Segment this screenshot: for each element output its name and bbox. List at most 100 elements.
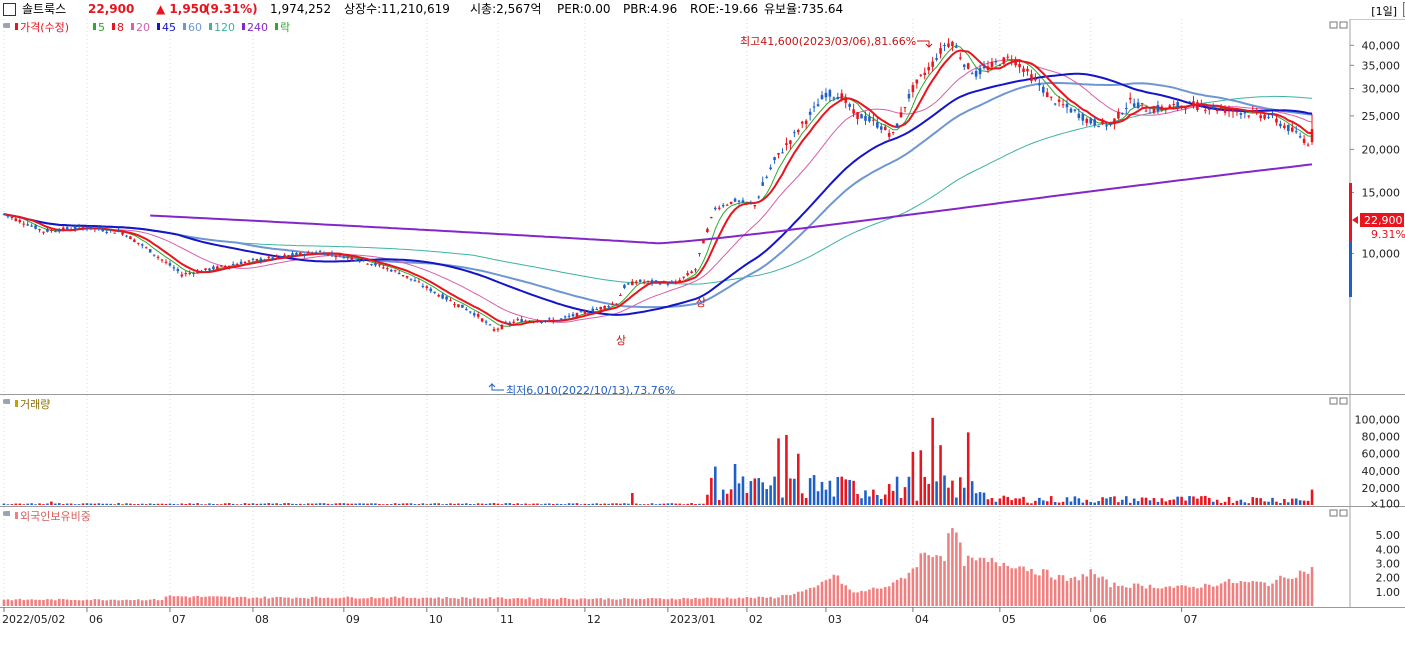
foreign-bar <box>883 586 887 606</box>
volume-bar <box>986 499 990 505</box>
candle-body <box>994 61 998 63</box>
volume-bar <box>1109 496 1112 505</box>
candle-body <box>959 57 962 59</box>
volume-bar <box>73 504 77 505</box>
foreign-bar <box>1057 574 1061 606</box>
candle-body <box>200 270 203 273</box>
candle-body <box>133 239 136 242</box>
price-tick-label: 40,000 <box>1362 39 1401 52</box>
candle-body <box>646 280 650 282</box>
candle-body <box>832 97 836 99</box>
volume-bar <box>512 504 516 505</box>
foreign-bar <box>1085 576 1089 606</box>
volume-bar <box>1215 499 1219 505</box>
candle-body <box>737 200 741 202</box>
candle-body <box>6 215 10 217</box>
foreign-bar <box>129 600 132 606</box>
volume-bar <box>939 445 942 505</box>
price-panel: 가격(수정) 5 8 20 45 60 120 240 락 <box>0 19 1405 607</box>
foreign-bar <box>46 599 49 606</box>
candle-body <box>1042 86 1045 93</box>
volume-bar <box>208 503 211 505</box>
period-selector[interactable]: [1일] <box>1371 5 1397 18</box>
foreign-bar <box>6 599 10 606</box>
candle-body <box>1196 102 1199 110</box>
candle-body <box>306 252 310 254</box>
candle-body <box>350 257 354 260</box>
select-checkbox[interactable] <box>3 3 16 16</box>
volume-bar <box>504 503 508 505</box>
foreign-bar <box>26 599 29 606</box>
candle-body <box>611 303 614 305</box>
volume-bar <box>812 475 816 505</box>
foreign-bar <box>1105 579 1108 606</box>
volume-bar <box>1085 499 1089 505</box>
volume-bar <box>1290 498 1294 505</box>
volume-bar <box>623 503 626 505</box>
candle-body <box>156 256 160 258</box>
foreign-bar <box>1026 571 1029 606</box>
candle-body <box>338 254 342 256</box>
candle-body <box>251 258 255 260</box>
candle-body <box>1132 103 1136 107</box>
volume-bar <box>93 503 97 505</box>
volume-bar <box>563 504 567 505</box>
volume-bar <box>85 503 89 505</box>
foreign-bar <box>939 556 942 606</box>
foreign-bar <box>959 542 962 606</box>
volume-bar <box>690 503 693 505</box>
foreign-bar <box>14 599 18 606</box>
volume-bar <box>121 504 124 505</box>
x-tick-label: 12 <box>587 613 601 626</box>
volume-bar <box>808 478 812 505</box>
candle-body <box>480 318 484 322</box>
foreign-bar <box>378 598 381 606</box>
volume-bar <box>192 503 195 505</box>
foreign-bar <box>721 598 725 606</box>
foreign-bar <box>322 598 326 606</box>
foreign-bar <box>808 587 812 606</box>
candle-body <box>362 258 365 261</box>
ma8-line <box>3 49 1313 326</box>
candle-body <box>2 213 6 215</box>
foreign-bar <box>816 585 820 606</box>
volume-bar <box>524 503 527 505</box>
x-axis-labels: 2022/05/02 06 07 08 09 10 11 12 2023/01 02 03 04 05 0… <box>2 613 1198 626</box>
foreign-bar <box>1148 584 1152 606</box>
candle-body <box>405 275 409 278</box>
volume-bar <box>1302 500 1306 505</box>
foreign-bar <box>354 598 357 606</box>
volume-bar <box>753 478 757 505</box>
foreign-bar <box>50 599 53 606</box>
foreign-bar <box>781 595 784 606</box>
volume-bar <box>1113 496 1116 505</box>
foreign-bar <box>101 600 105 606</box>
volume-bar <box>223 503 227 505</box>
candle-body <box>1227 110 1231 112</box>
foreign-bar <box>844 585 847 606</box>
foreign-bar <box>741 598 745 606</box>
foreign-bar <box>409 598 413 606</box>
foreign-bar <box>800 591 804 606</box>
legend-label-6: 120 <box>214 21 235 34</box>
foreign-bar <box>220 596 223 606</box>
volume-bar <box>777 438 780 505</box>
candle-body <box>1144 110 1148 112</box>
candle-body <box>1140 103 1144 105</box>
foreign-bar <box>42 599 45 606</box>
foreign-bar <box>30 599 33 606</box>
volume-bar <box>152 503 156 505</box>
price-change-percent: (9.31%) <box>205 2 258 16</box>
x-tick-label: 09 <box>346 613 360 626</box>
volume-bar <box>393 503 397 505</box>
close-icon[interactable]: ✕ <box>1403 2 1405 17</box>
candle-body <box>955 46 958 48</box>
candle-body <box>662 281 666 283</box>
candle-body <box>1002 57 1006 64</box>
candle-body <box>1018 63 1021 68</box>
candle-body <box>927 66 930 71</box>
candle-body <box>555 320 559 322</box>
candle-body <box>1097 126 1100 128</box>
volume-bar <box>283 503 286 505</box>
ma45-line <box>3 72 1313 316</box>
